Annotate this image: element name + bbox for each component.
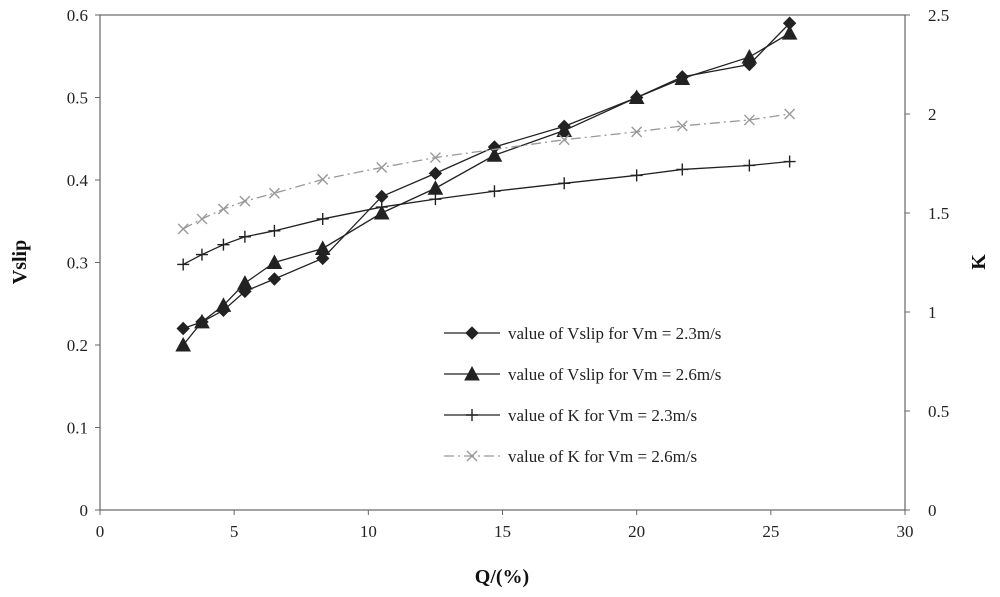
plot-area [99,14,906,511]
series-3-point [630,169,643,182]
series-3-point [238,230,251,243]
series-3-point [783,155,796,168]
series-3-point [217,238,230,251]
series-2-point [266,254,283,269]
series-4-point [196,213,208,225]
series-3-line [182,160,790,266]
legend-marker-4 [466,450,478,462]
series-3-point [558,177,571,190]
y2-tick-label: 1 [928,303,937,322]
series-2-point [781,25,798,40]
series-4-point [239,195,251,207]
series-3-point [488,185,501,198]
x-tick-label: 25 [762,522,779,541]
y-tick-label: 0.4 [67,171,89,190]
x-tick-label: 0 [96,522,105,541]
legend-label-1: value of Vslip for Vm = 2.3m/s [508,324,721,343]
series-3 [177,155,796,271]
series-2-point [194,313,210,329]
series-1-point [267,272,282,286]
series-2-point [674,70,691,86]
y2-tick-label: 0.5 [928,402,949,421]
series-2-line [182,32,790,346]
legend-label-4: value of K for Vm = 2.6m/s [508,447,697,466]
legend-marker-2 [464,365,480,381]
series-2-point [741,49,758,64]
y-axis-label: Vslip [9,240,31,284]
y-tick-label: 0.6 [67,6,88,25]
series-2-point [486,147,503,162]
y-tick-label: 0 [80,501,89,520]
legend-label-2: value of Vslip for Vm = 2.6m/s [508,365,721,384]
x-tick-label: 10 [360,522,377,541]
series-2-point [215,297,232,312]
series-3-point [268,224,281,237]
y2-tick-label: 2 [928,105,937,124]
series-4-point [784,108,796,120]
series-1-point [428,166,443,181]
series-4-point [268,187,280,199]
series-3-point [743,159,756,172]
x-tick-label: 20 [628,522,645,541]
series-2-point [556,122,573,137]
series-4-point [376,161,388,173]
series-2-point [628,89,645,104]
series-4-point [429,152,441,164]
series-3-point [316,212,329,225]
y-tick-label: 0.1 [67,419,88,438]
x-tick-label: 5 [230,522,239,541]
series-3-point [195,248,208,261]
series-4-point [317,173,329,185]
y-tick-label: 0.5 [67,89,88,108]
series-2-point [314,240,331,255]
series-1-point [176,321,190,336]
y-tick-label: 0.2 [67,336,88,355]
y-tick-label: 0.3 [67,254,88,273]
series-4-point [177,223,189,235]
series-1-point [316,251,330,266]
legend: value of Vslip for Vm = 2.3m/s value of V… [444,324,721,466]
legend-label-3: value of K for Vm = 2.3m/s [508,406,697,425]
x-axis-label: Q/(%) [475,566,529,588]
series-4-point [217,203,229,215]
y2-tick-label: 2.5 [928,6,949,25]
series-3-point [429,193,442,206]
y2-tick-label: 0 [928,501,937,520]
series-4-point [631,126,643,138]
y2-tick-label: 1.5 [928,204,949,223]
legend-marker-3 [466,409,478,421]
series-4-point [558,134,570,146]
x-tick-label: 15 [494,522,511,541]
y2-axis-label: K [968,254,990,270]
legend-marker-1 [465,326,479,340]
x-tick-label: 30 [897,522,914,541]
series-4 [177,108,796,235]
series-2-point [175,336,192,352]
series-4-point [743,114,755,126]
series-2 [175,25,798,352]
series-3-point [375,201,388,214]
series-4-point [676,120,688,132]
series-2-point [237,275,253,290]
series-3-point [676,163,689,176]
series-3-point [177,258,190,271]
